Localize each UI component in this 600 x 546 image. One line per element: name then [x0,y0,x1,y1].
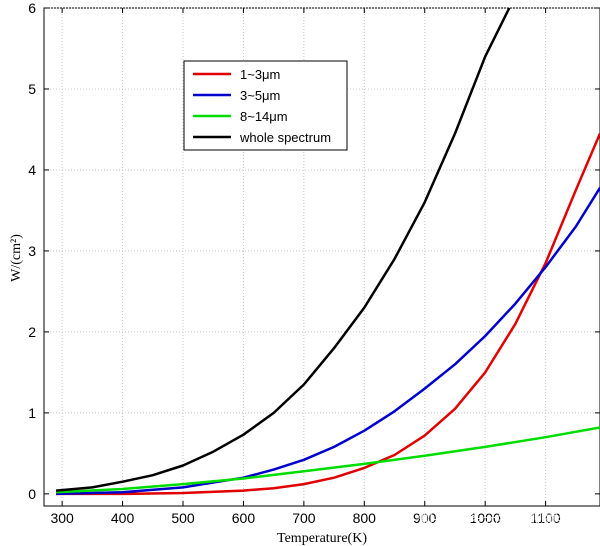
y-tick-labels: 0 1 2 3 4 5 6 [28,0,36,502]
series-line-whole-spectrum [55,8,511,492]
y-tick-label: 5 [28,81,36,97]
x-tick-label: 1000 [470,510,501,526]
x-axis-title: Temperature(K) [277,531,367,546]
x-tick-labels: 300 400 500 600 700 800 900 1000 1100 [50,510,560,526]
y-tick-label: 6 [28,0,36,16]
x-tick-label: 1100 [531,510,561,526]
x-tick-label: 500 [171,510,195,526]
legend-box [183,60,348,151]
x-tick-label: 800 [353,510,377,526]
watermark: 知乎 @多元宇宙观察者 [418,510,573,528]
y-tick-label: 2 [28,324,36,340]
y-axis-title: W/(cm²) [9,234,24,282]
series-group [55,8,600,496]
x-tick-label: 900 [413,510,437,526]
y-tick-label: 3 [28,243,36,259]
legend-label: 1~3μm [240,67,280,82]
x-tick-label: 600 [232,510,256,526]
legend: 1~3μm 3~5μm 8~14μm whole spectrum [183,60,348,151]
y-tick-label: 0 [28,486,36,502]
series-line-8-14-m [56,426,600,494]
legend-label: whole spectrum [239,130,331,145]
legend-label: 3~5μm [240,88,280,103]
y-tick-label: 1 [28,405,36,421]
x-tick-label: 400 [111,510,135,526]
x-tick-label: 700 [292,510,316,526]
axis-ticks [44,7,600,506]
y-tick-label: 4 [28,162,36,178]
legend-label: 8~14μm [240,109,288,124]
grid [44,7,600,506]
x-tick-label: 300 [50,510,74,526]
